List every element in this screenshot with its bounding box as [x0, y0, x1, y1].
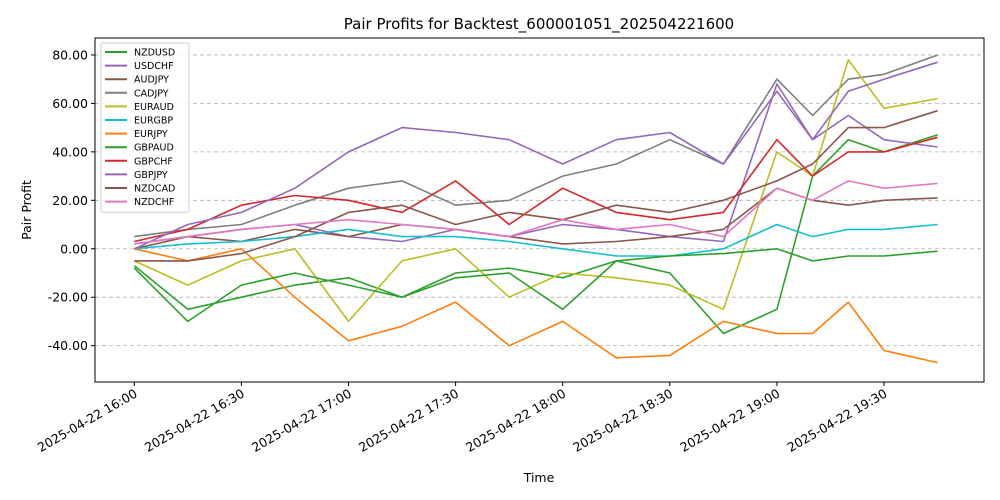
series-line-eurjpy	[134, 248, 938, 364]
legend-box	[100, 42, 190, 213]
series-line-gbpjpy	[133, 61, 938, 250]
series-line-gbpchf	[134, 136, 938, 243]
legend-label: EURJPY	[134, 129, 168, 140]
x-axis-label: Time	[523, 470, 555, 485]
legend-label: EURAUD	[134, 102, 174, 113]
y-tick-label: 40.00	[52, 144, 88, 159]
legend-label: EURGBP	[134, 116, 173, 127]
y-tick-label: 20.00	[52, 193, 88, 208]
legend-label: NZDCHF	[134, 197, 174, 208]
legend-label: CADJPY	[134, 88, 169, 99]
legend: NZDUSD USDCHF AUDJPY CADJPY EURAUD EURGBP EURJ…	[100, 42, 190, 213]
series-line-nzdchf	[134, 180, 938, 245]
x-tick-label: 2025-04-22 16:30	[142, 386, 247, 455]
x-tick-label: 2025-04-22 19:30	[784, 386, 889, 455]
series-line-audjpy	[134, 187, 938, 250]
legend-label: GBPAUD	[134, 143, 174, 154]
series-lines	[133, 54, 938, 364]
series-line-eurgbp	[134, 223, 938, 257]
plot-frame	[94, 37, 985, 383]
x-tick-label: 2025-04-22 17:30	[356, 386, 461, 455]
y-tick-label: -40.00	[48, 338, 88, 353]
y-axis-ticks: -40.00 -20.00 0.00 20.00 40.00 60.00 80.00	[48, 47, 95, 353]
chart-title: Pair Profits for Backtest_600001051_2025…	[344, 15, 734, 34]
legend-label: GBPCHF	[134, 156, 173, 167]
x-tick-label: 2025-04-22 18:00	[463, 386, 568, 455]
legend-label: GBPJPY	[134, 170, 168, 181]
series-line-cadjpy	[134, 54, 938, 238]
y-axis-label: Pair Profit	[19, 180, 34, 240]
legend-label: NZDCAD	[134, 184, 175, 195]
series-line-nzdusd	[133, 134, 938, 335]
grid-lines	[95, 54, 984, 347]
x-tick-label: 2025-04-22 18:30	[570, 386, 675, 455]
x-tick-label: 2025-04-22 17:00	[249, 386, 354, 455]
y-tick-label: 60.00	[52, 96, 88, 111]
x-tick-label: 2025-04-22 19:00	[677, 386, 782, 455]
y-tick-label: 0.00	[60, 241, 88, 256]
y-tick-label: 80.00	[52, 47, 88, 62]
series-line-euraud	[133, 58, 938, 323]
legend-label: USDCHF	[134, 61, 174, 72]
x-axis-ticks: 2025-04-22 16:00 2025-04-22 16:30 2025-04-…	[35, 382, 890, 455]
legend-label: AUDJPY	[134, 75, 169, 86]
x-tick-label: 2025-04-22 16:00	[35, 386, 140, 455]
y-tick-label: -20.00	[48, 290, 88, 305]
legend-label: NZDUSD	[134, 48, 175, 59]
series-line-gbpaud	[133, 248, 938, 323]
